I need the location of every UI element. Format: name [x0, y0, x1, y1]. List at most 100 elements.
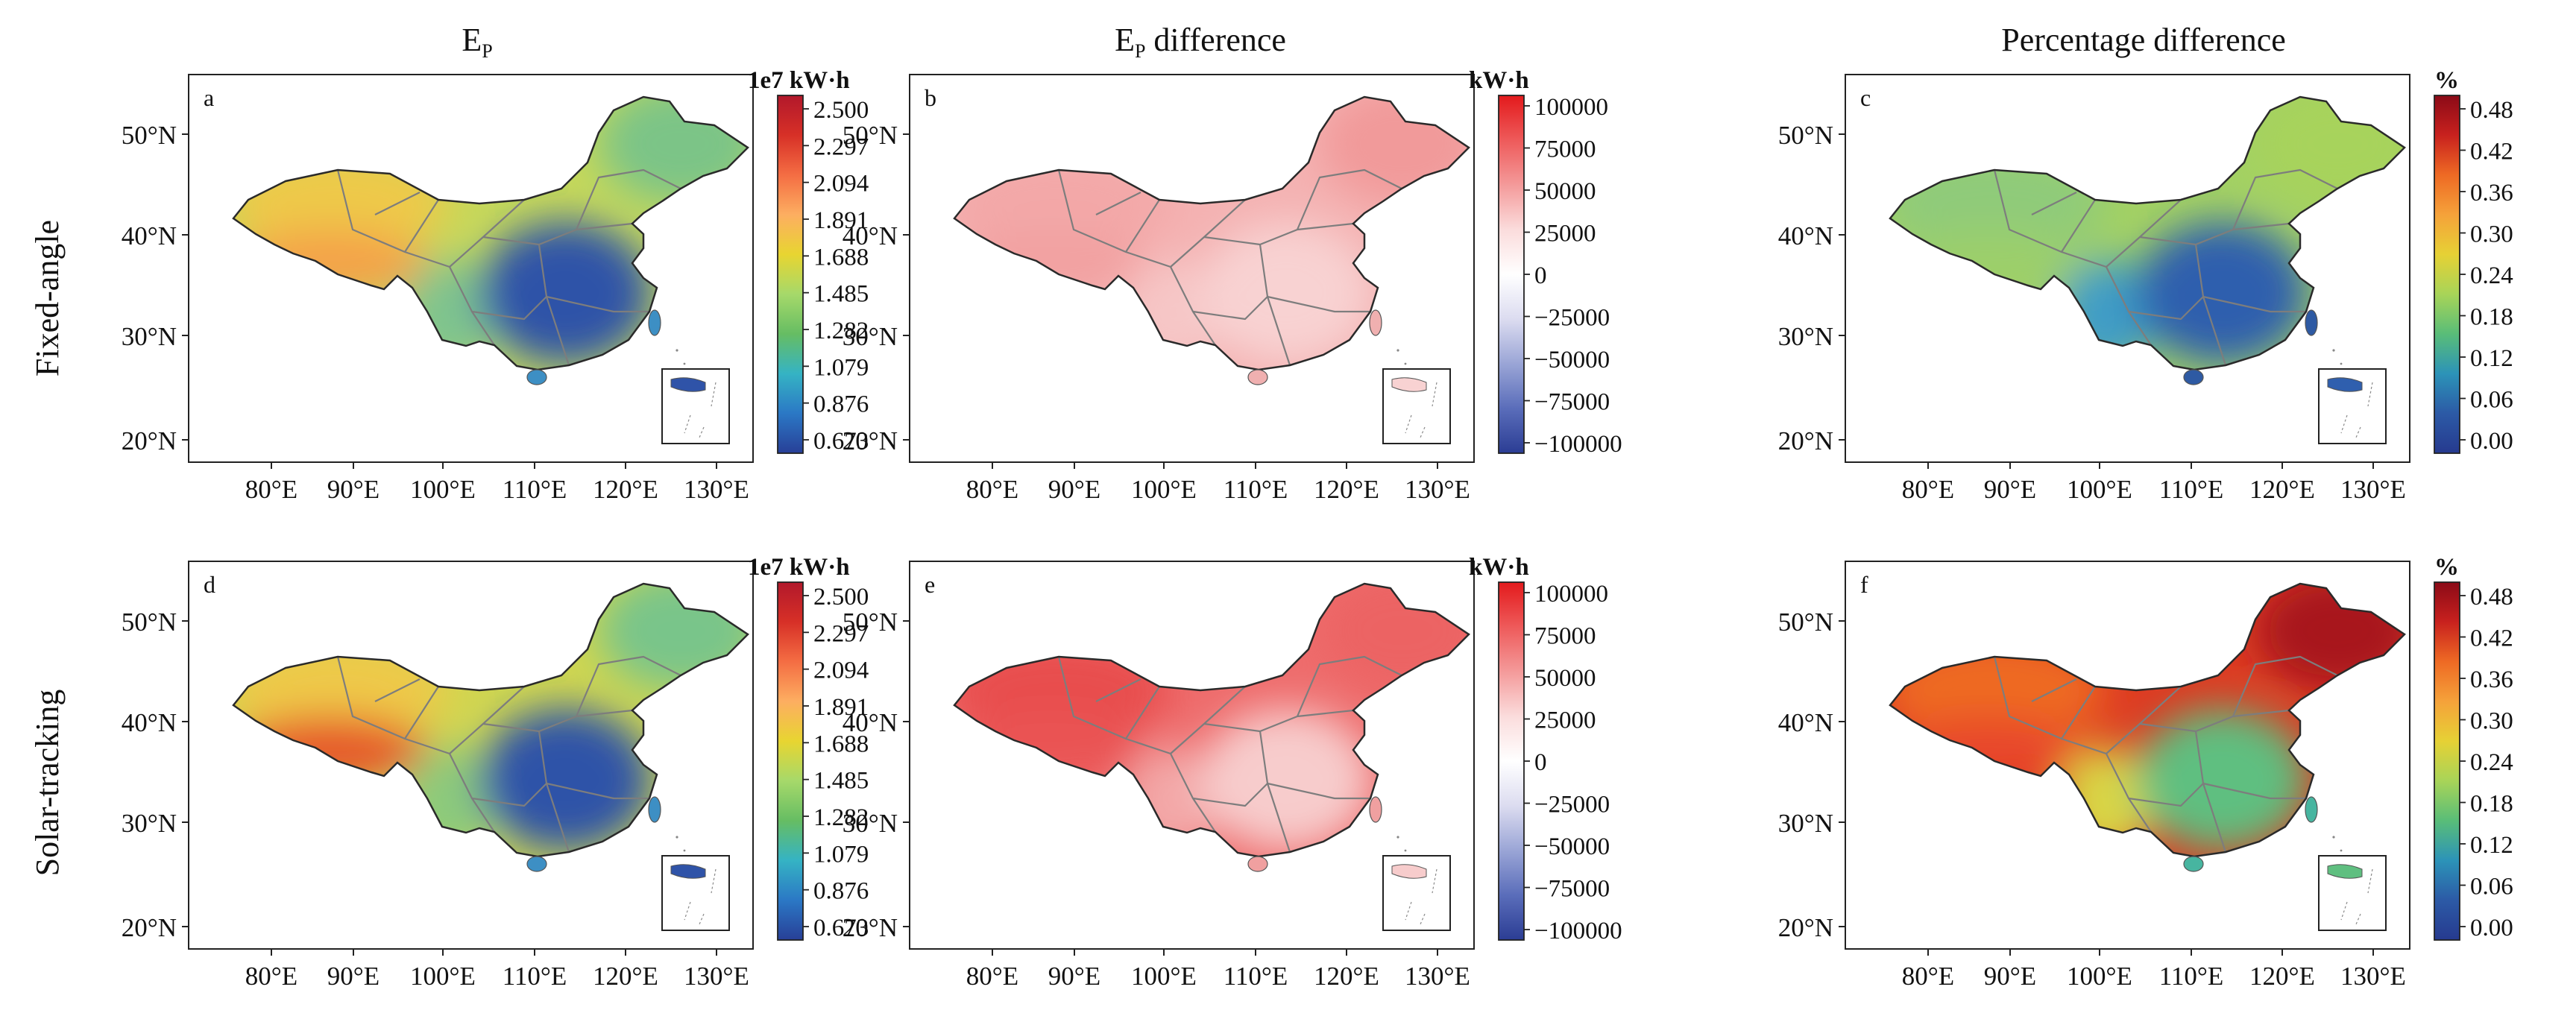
- lon-tick-label: 80°E: [966, 962, 1018, 991]
- colorbar-tick-label: 0.24: [2470, 749, 2513, 776]
- row-label-solar-tracking: Solar-tracking: [29, 690, 66, 877]
- colorbar-tick-label: 0.42: [2470, 139, 2513, 165]
- figure: EP EP difference Percentage difference F…: [0, 0, 2576, 1022]
- colorbar-tick-label: 0.12: [2470, 345, 2513, 372]
- lat-tick-label: 20°N: [843, 426, 898, 455]
- lon-tick-label: 120°E: [593, 962, 658, 991]
- lon-tick-label: 130°E: [684, 475, 749, 504]
- islet: [2332, 349, 2334, 351]
- lat-tick-label: 50°N: [1778, 608, 1833, 637]
- colorbar-tick-label: 0.48: [2470, 97, 2513, 124]
- row-label-fixed-angle: Fixed-angle: [29, 220, 66, 376]
- map-panel-f: f20°N30°N40°N50°N80°E 90°E 100°E 110°E 120°E…: [1778, 554, 2513, 991]
- hainan-island: [2184, 370, 2203, 385]
- colorbar-tick-label: 2.500: [813, 584, 869, 611]
- colorbar-tick-label: −50000: [1534, 833, 1610, 860]
- taiwan-island: [2305, 310, 2317, 335]
- colorbar-tick-label: 0.00: [2470, 428, 2513, 455]
- colorbar-tick-label: −25000: [1534, 305, 1610, 332]
- islet: [1396, 349, 1399, 351]
- lon-tick-label: 110°E: [1224, 475, 1288, 504]
- lon-tick-label: 130°E: [2340, 475, 2406, 504]
- colorbar-tick-label: 0.06: [2470, 874, 2513, 900]
- colorbar-tick-label: −100000: [1534, 431, 1622, 458]
- lon-tick-label: 130°E: [1405, 962, 1470, 991]
- islet: [1405, 850, 1407, 852]
- colorbar-gradient: [778, 582, 803, 940]
- lon-tick-label: 110°E: [1224, 962, 1288, 991]
- islet: [676, 836, 678, 838]
- lat-tick-label: 50°N: [122, 608, 177, 637]
- panel-letter: b: [925, 84, 936, 111]
- colorbar-unit: kW·h: [1469, 554, 1529, 581]
- panel-letter: d: [204, 571, 215, 598]
- colorbar-tick-label: 0.18: [2470, 304, 2513, 331]
- lon-tick-label: 110°E: [503, 962, 567, 991]
- colorbar-tick-label: 0.24: [2470, 262, 2513, 289]
- colorbar-tick-label: 1.079: [813, 354, 869, 381]
- colorbar-unit: kW·h: [1469, 67, 1529, 94]
- lon-tick-label: 90°E: [1048, 475, 1100, 504]
- lat-tick-label: 30°N: [843, 322, 898, 351]
- lat-tick-label: 40°N: [122, 221, 177, 250]
- colorbar-unit: 1e7 kW·h: [748, 67, 850, 94]
- colorbar-tick-label: 50000: [1534, 178, 1596, 205]
- hainan-island: [527, 370, 547, 385]
- colorbar-gradient: [1499, 582, 1524, 940]
- colorbar-unit: %: [2434, 67, 2459, 94]
- islet: [1396, 836, 1399, 838]
- lon-tick-label: 100°E: [2067, 962, 2132, 991]
- colorbar-tick-label: 0.876: [813, 391, 869, 418]
- panel-letter: f: [1860, 571, 1868, 598]
- lat-tick-label: 20°N: [1778, 913, 1833, 942]
- colorbar-tick-label: 75000: [1534, 136, 1596, 163]
- lon-tick-label: 90°E: [1984, 475, 2036, 504]
- lon-tick-label: 120°E: [1314, 475, 1379, 504]
- lon-tick-label: 90°E: [327, 475, 380, 504]
- lon-tick-label: 110°E: [2159, 962, 2224, 991]
- colorbar-tick-label: 0.12: [2470, 832, 2513, 859]
- panel-letter: e: [925, 571, 935, 598]
- colorbar-tick-label: 0.48: [2470, 584, 2513, 611]
- lat-tick-label: 50°N: [843, 121, 898, 150]
- taiwan-island: [649, 310, 661, 335]
- colorbar-gradient: [2434, 582, 2460, 940]
- colorbar-tick-label: 0.36: [2470, 666, 2513, 693]
- islet: [1405, 363, 1407, 365]
- lon-tick-label: 80°E: [966, 475, 1018, 504]
- hainan-island: [1248, 370, 1267, 385]
- lon-tick-label: 90°E: [1984, 962, 2036, 991]
- map-panel-b: b 20°N 30°N 40°N 50°N 80°E 90°E 100°E 110°E 120°E…: [843, 67, 1622, 504]
- lon-tick-label: 120°E: [2249, 475, 2315, 504]
- colorbar-gradient: [1499, 95, 1524, 453]
- map-panel-e: e 20°N 30°N 40°N 50°N 80°E 90°E 100°E 110°E 120°E…: [843, 554, 1622, 991]
- lat-tick-label: 20°N: [843, 913, 898, 942]
- lon-tick-label: 80°E: [245, 475, 297, 504]
- colorbar-gradient: [778, 95, 803, 453]
- taiwan-island: [1370, 310, 1382, 335]
- colorbar-tick-label: 0.18: [2470, 791, 2513, 818]
- lat-tick-label: 40°N: [843, 221, 898, 250]
- hainan-island: [2184, 857, 2203, 871]
- lat-tick-label: 50°N: [1778, 121, 1833, 150]
- lat-tick-label: 40°N: [1778, 708, 1833, 737]
- panel-letter: c: [1860, 84, 1871, 111]
- colorbar-tick-label: 0: [1534, 749, 1547, 776]
- column-titles: EP EP difference Percentage difference: [462, 22, 2285, 62]
- map-panel-c: c 20°N 30°N 40°N 50°N 80°E 90°E 100°E 110°E 120°E…: [1778, 67, 2513, 504]
- colorbar-tick-label: 2.094: [813, 657, 869, 684]
- hainan-island: [527, 857, 547, 871]
- islet: [684, 850, 686, 852]
- lat-tick-label: 30°N: [843, 809, 898, 838]
- lat-tick-label: 20°N: [1778, 426, 1833, 455]
- column-title-ep: EP: [462, 22, 492, 62]
- colorbar-tick-label: −50000: [1534, 347, 1610, 373]
- lat-tick-label: 20°N: [122, 913, 177, 942]
- colorbar-tick-label: 0.30: [2470, 708, 2513, 735]
- colorbar-unit: 1e7 kW·h: [748, 554, 850, 581]
- colorbar-tick-label: −75000: [1534, 389, 1610, 416]
- lon-tick-label: 100°E: [1131, 475, 1197, 504]
- lon-tick-label: 120°E: [2249, 962, 2315, 991]
- colorbar-unit: %: [2434, 554, 2459, 581]
